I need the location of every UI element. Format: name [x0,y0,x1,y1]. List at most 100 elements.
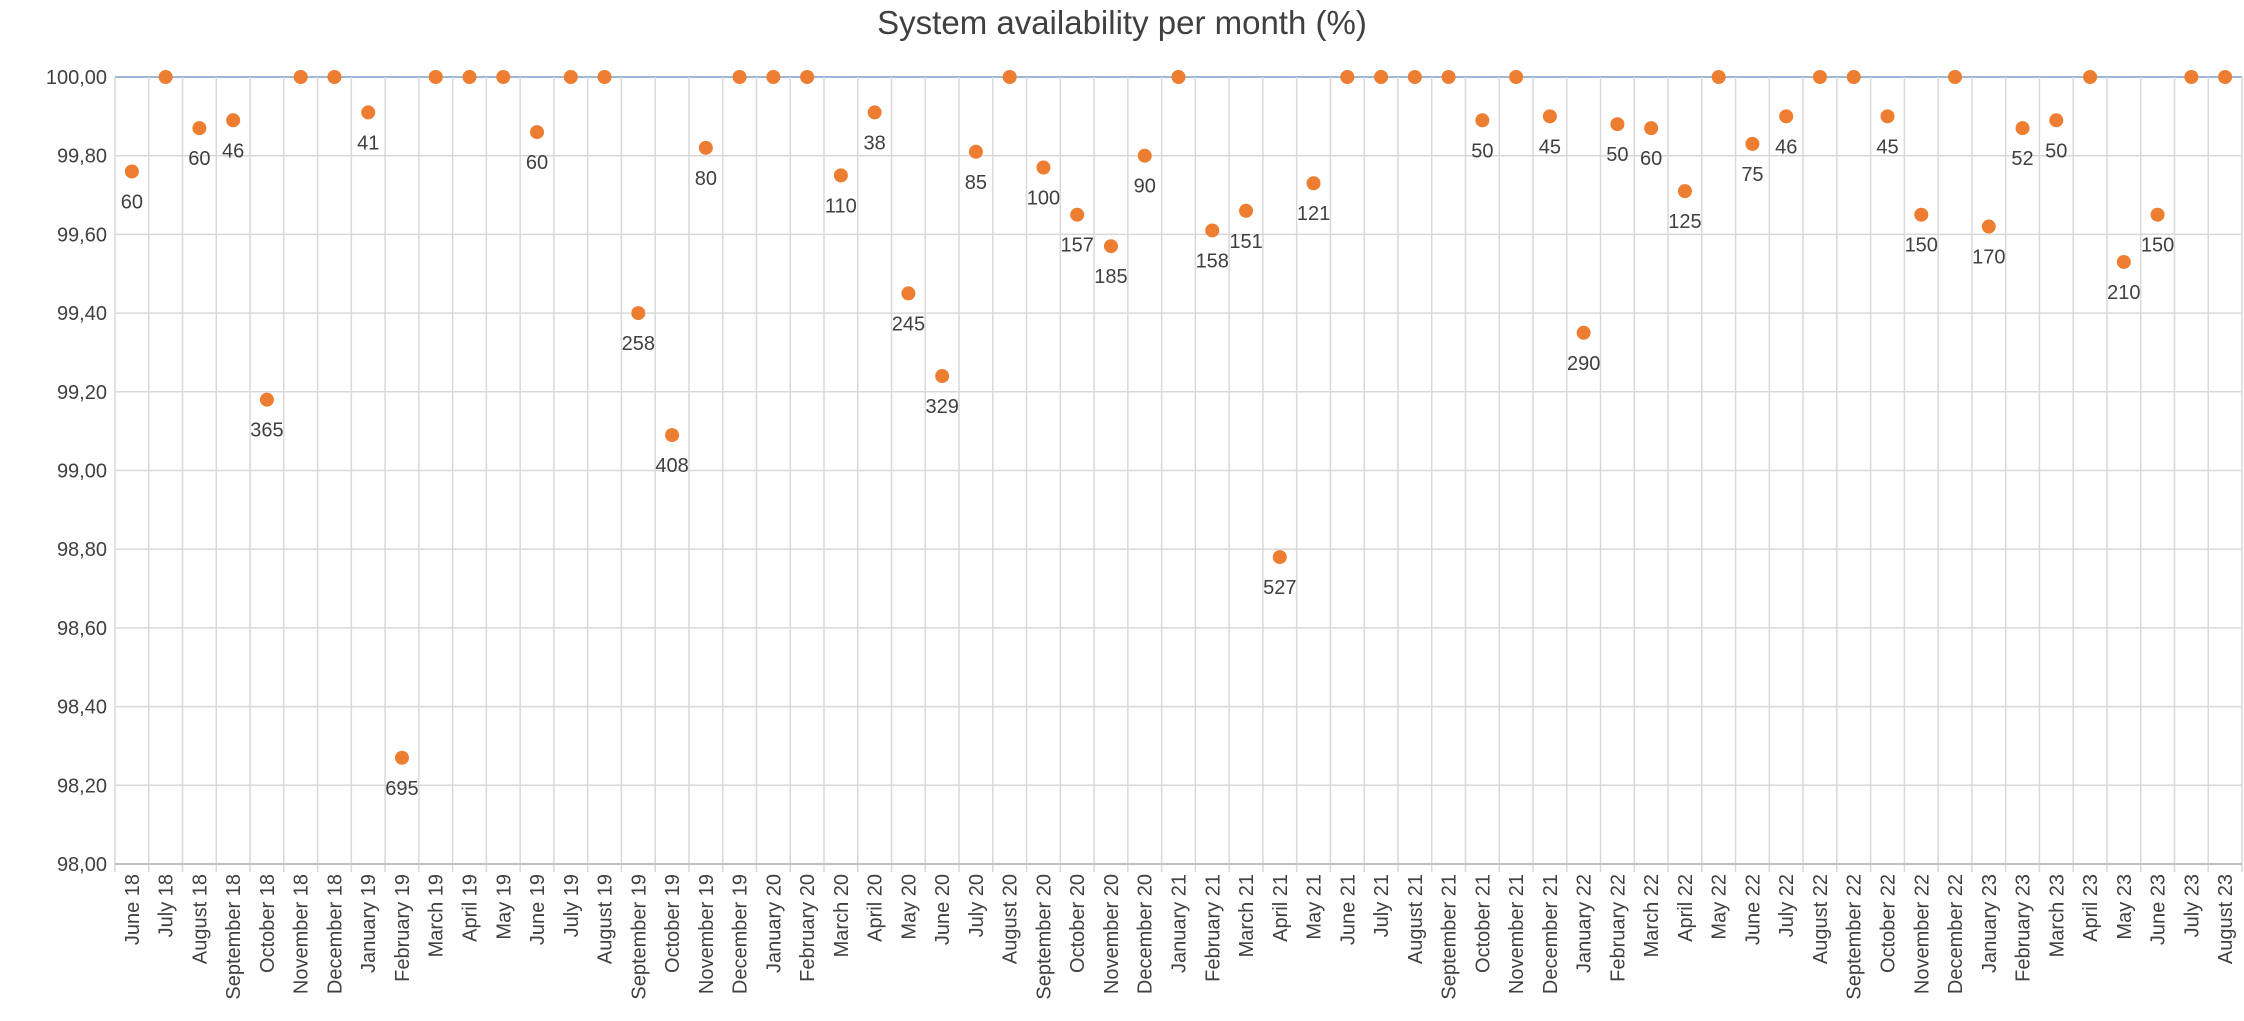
data-point [1981,219,1996,234]
data-point [1205,223,1220,238]
x-tick-label: March 23 [2046,874,2068,957]
y-tick-label: 98,00 [57,854,107,876]
data-label: 60 [188,148,210,170]
x-tick-label: July 19 [561,874,583,937]
data-point [124,164,139,179]
y-tick-label: 99,00 [57,461,107,483]
y-tick-label: 99,80 [57,146,107,168]
data-point [1576,325,1591,340]
data-point [732,70,747,84]
x-tick-label: March 22 [1641,874,1663,957]
x-tick-label: August 21 [1405,874,1427,964]
x-tick-label: October 19 [662,874,684,973]
x-tick-label: December 20 [1135,874,1157,994]
x-tick-label: February 20 [797,874,819,982]
y-tick-label: 99,40 [57,303,107,325]
y-tick-label: 98,80 [57,539,107,561]
data-label: 60 [121,191,143,213]
data-point [1677,184,1692,199]
data-label: 50 [2045,140,2067,162]
data-point [2015,121,2030,136]
data-points [124,70,2233,765]
data-label: 150 [2141,235,2174,257]
data-point [1846,70,1861,84]
x-tick-label: February 23 [2013,874,2035,982]
x-tick-label: December 22 [1945,874,1967,994]
data-label: 90 [1134,176,1156,198]
data-point [1137,148,1152,163]
data-point [496,70,511,84]
y-tick-label: 98,40 [57,697,107,719]
data-label: 75 [1741,164,1763,186]
data-point [1610,117,1625,132]
data-point [1644,121,1659,136]
data-point [1812,70,1827,84]
x-tick-label: April 22 [1675,874,1697,942]
x-tick-label: August 18 [189,874,211,964]
data-label: 60 [1640,148,1662,170]
data-point [1272,550,1287,565]
data-point [1745,136,1760,151]
data-point [766,70,781,84]
data-label: 100 [1027,188,1060,210]
x-tick-label: September 20 [1033,874,1055,1000]
y-tick-label: 99,20 [57,382,107,404]
data-label: 125 [1668,211,1701,233]
data-label: 695 [385,778,418,800]
data-label: 50 [1471,140,1493,162]
data-point [1239,203,1254,218]
data-point [1948,70,1963,84]
x-tick-label: June 22 [1742,874,1764,945]
x-tick-label: February 19 [392,874,414,982]
x-tick-label: January 22 [1574,874,1596,973]
x-tick-label: December 21 [1540,874,1562,994]
x-tick-label: March 21 [1236,874,1258,957]
data-label: 45 [1876,136,1898,158]
x-tick-label: August 19 [595,874,617,964]
y-tick-label: 98,20 [57,775,107,797]
data-point [833,168,848,183]
x-tick-label: June 18 [122,874,144,945]
x-tick-label: August 23 [2215,874,2237,964]
x-tick-label: August 22 [1810,874,1832,964]
y-axis-tick-labels: 98,00 98,20 98,40 98,60 98,80 99,00 99,20 99,40… [46,67,107,876]
data-label: 110 [825,195,857,217]
data-point [530,125,545,140]
x-tick-label: July 20 [966,874,988,937]
data-point [1002,70,1017,84]
data-label: 151 [1229,231,1262,253]
x-tick-label: December 19 [730,874,752,994]
data-point [327,70,342,84]
data-point [901,286,916,301]
data-point [1340,70,1355,84]
x-tick-label: January 23 [1979,874,2001,973]
data-point [2083,70,2098,84]
data-point [1103,239,1118,254]
x-tick-label: April 23 [2080,874,2102,942]
x-tick-label: June 20 [932,874,954,945]
x-tick-label: November 19 [696,874,718,994]
data-point [1070,207,1085,222]
data-point [1779,109,1794,124]
x-tick-label: September 18 [223,874,245,1000]
y-tick-label: 99,60 [57,224,107,246]
x-tick-label: January 21 [1169,874,1191,973]
x-axis-tick-labels: June 18 July 18 August 18 September 18 Octob… [122,874,2237,1000]
x-tick-label: April 20 [865,874,887,942]
data-point [428,70,443,84]
data-label: 185 [1094,266,1127,288]
data-label: 50 [1606,144,1628,166]
data-label: 46 [1775,136,1797,158]
data-point [361,105,376,120]
data-point [1914,207,1929,222]
data-point [226,113,241,128]
x-tick-label: August 20 [1000,874,1022,964]
data-label: 329 [925,396,958,418]
x-tick-label: October 22 [1878,874,1900,973]
x-tick-label: January 20 [763,874,785,973]
y-tick-label: 100,00 [46,67,107,89]
data-label: 365 [250,420,283,442]
data-label: 527 [1263,577,1296,599]
x-tick-label: February 22 [1607,874,1629,982]
data-label: 60 [526,152,548,174]
